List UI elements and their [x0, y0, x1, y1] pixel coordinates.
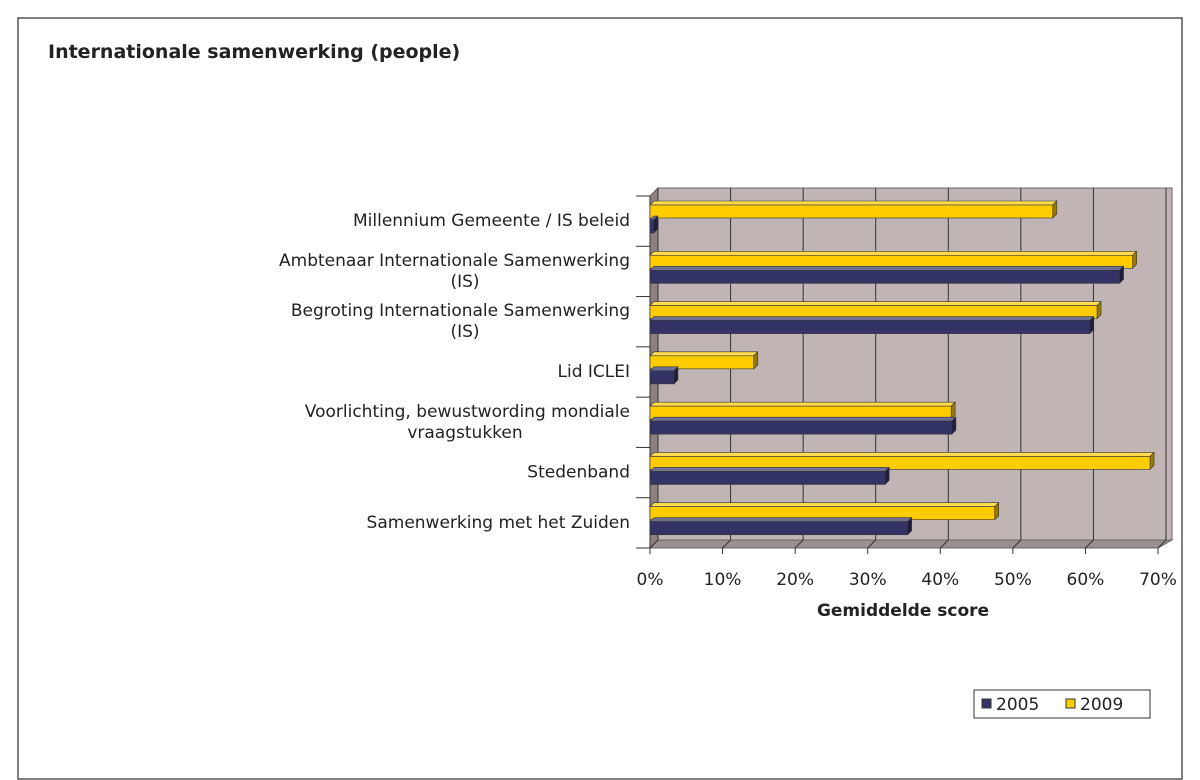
label-line: (IS): [450, 272, 479, 292]
legend-box: [973, 689, 1151, 719]
bar-front: [649, 204, 1054, 219]
bar-top: [649, 517, 913, 523]
bar-front: [649, 471, 886, 485]
x-tick-label: 30%: [849, 570, 887, 590]
bar-top: [649, 265, 1125, 271]
bar-top: [649, 351, 759, 357]
bar: [649, 366, 679, 385]
y-tick-label: Ambtenaar Internationale Samenwerking (IS…: [279, 251, 630, 292]
x-tick-label: 0%: [637, 570, 664, 590]
label-line: Ambtenaar Internationale Samenwerking: [279, 251, 630, 271]
x-tick-label: 60%: [1067, 570, 1105, 590]
bar: [649, 451, 1155, 471]
bar-top: [649, 200, 1058, 206]
bar: [649, 401, 956, 420]
chart-title: Internationale samenwerking (people): [48, 41, 460, 63]
y-tick-label: Samenwerking met het Zuiden: [367, 513, 630, 533]
bar-front: [649, 355, 755, 370]
bar: [649, 466, 890, 486]
legend-label: 2009: [1080, 695, 1123, 715]
bar-top: [649, 452, 1155, 457]
bar: [649, 265, 1125, 285]
bar: [649, 351, 759, 370]
label-line: vraagstukken: [407, 423, 522, 443]
x-tick-label: 10%: [704, 570, 742, 590]
bar: [649, 416, 957, 435]
x-tick-label: 50%: [994, 570, 1032, 590]
bar: [649, 501, 1000, 521]
bar-front: [649, 521, 908, 536]
grid-line: [1157, 188, 1167, 549]
y-tick-label: Voorlichting, bewustwording mondiale vraa…: [305, 402, 630, 443]
x-tick-label: 20%: [776, 570, 814, 590]
bar: [649, 215, 659, 234]
legend-label: 2005: [996, 695, 1039, 715]
bar-top: [649, 366, 679, 372]
bar-front: [649, 269, 1120, 284]
label-line: (IS): [450, 322, 479, 342]
bar: [649, 300, 1102, 320]
legend-swatch: [1065, 698, 1076, 709]
bar: [649, 516, 913, 536]
bar: [649, 315, 1095, 335]
bar-front: [649, 219, 654, 234]
floor: [648, 539, 1174, 549]
x-tick-label: 40%: [921, 570, 959, 590]
label-line: Begroting Internationale Samenwerking: [291, 301, 630, 321]
y-tick-label: Millennium Gemeente / IS beleid: [353, 211, 630, 231]
x-axis-label: Gemiddelde score: [817, 601, 989, 621]
bar-top: [649, 467, 890, 472]
bar-top: [649, 416, 957, 422]
y-tick-label: Stedenband: [527, 463, 630, 483]
label-line: Voorlichting, bewustwording mondiale: [305, 402, 630, 422]
bar: [649, 250, 1138, 270]
bar-front: [649, 370, 675, 385]
y-tick-label: Lid ICLEI: [558, 362, 631, 382]
bar-front: [649, 420, 953, 435]
bar-top: [649, 401, 956, 407]
bar-front: [649, 456, 1151, 470]
legend-swatch: [981, 698, 992, 709]
bar-top: [649, 301, 1102, 306]
y-tick-label: Begroting Internationale Samenwerking (IS…: [291, 301, 630, 342]
bar: [649, 200, 1058, 219]
bar-top: [649, 250, 1138, 256]
x-tick-label: 70%: [1139, 570, 1177, 590]
bar-top: [649, 502, 1000, 508]
bar-front: [649, 320, 1091, 334]
bar-top: [649, 316, 1095, 321]
